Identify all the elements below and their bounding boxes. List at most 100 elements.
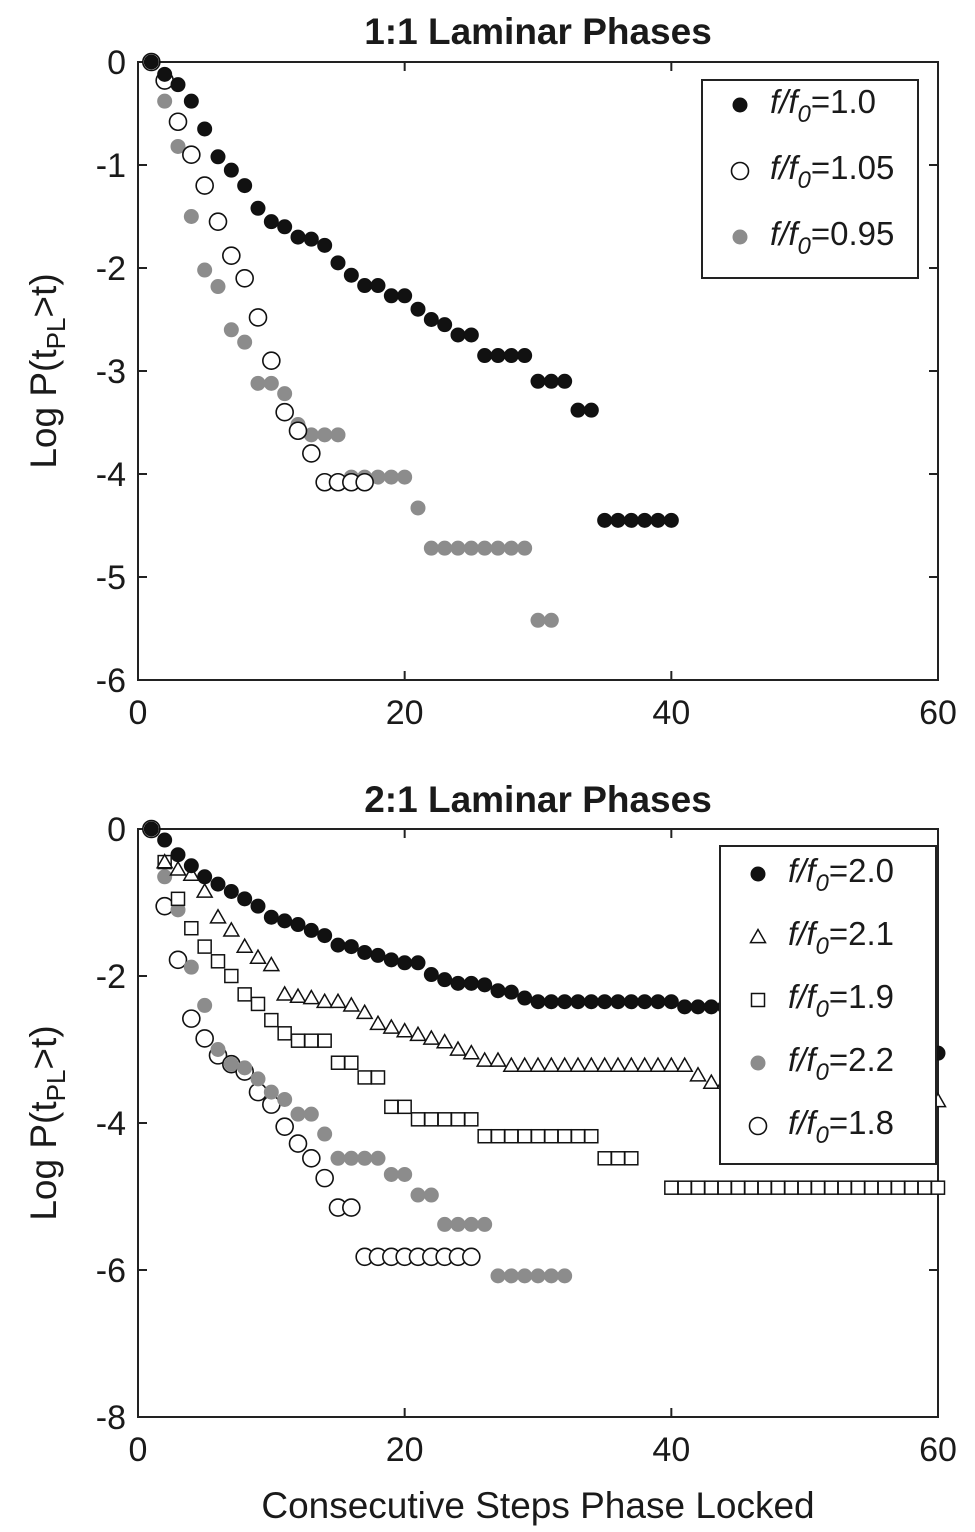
data-point: [610, 512, 626, 528]
data-point: [597, 512, 613, 528]
legend-marker: [749, 927, 767, 944]
data-point: [490, 983, 506, 999]
data-point: [677, 1180, 692, 1195]
data-point: [397, 955, 413, 971]
data-point: [610, 994, 626, 1010]
x-tick-label: 20: [386, 1431, 424, 1469]
data-point: [437, 1216, 453, 1232]
data-point: [223, 162, 239, 178]
data-point: [397, 288, 413, 304]
data-point: [623, 512, 639, 528]
data-point: [489, 1051, 507, 1067]
data-point: [168, 950, 188, 970]
data-point: [330, 1150, 346, 1166]
data-point: [542, 1056, 561, 1073]
legend-label: f/f0=2.2: [788, 1041, 894, 1086]
data-point: [210, 876, 226, 892]
data-point: [463, 1216, 479, 1232]
data-point: [250, 375, 266, 391]
data-point: [515, 1056, 534, 1073]
data-point: [450, 975, 466, 991]
data-point: [302, 989, 321, 1005]
data-point: [744, 1180, 759, 1195]
data-point: [690, 1180, 706, 1195]
data-point: [183, 959, 199, 975]
data-point: [195, 176, 214, 195]
data-point: [424, 1112, 439, 1127]
legend-label: f/f0=1.8: [788, 1104, 894, 1149]
chart-2-1-laminar-phases: 2:1 Laminar Phases 0 20 40 60 0 -2 -4 -6 -8 Log P(…: [23, 779, 957, 1526]
data-point: [223, 883, 239, 899]
data-point: [277, 1091, 293, 1107]
data-point: [543, 994, 559, 1010]
legend-marker: [730, 161, 750, 181]
data-point: [502, 1056, 521, 1073]
data-point: [664, 1180, 679, 1195]
data-point: [623, 994, 639, 1010]
data-point: [423, 967, 439, 983]
y-tick-label: -8: [96, 1399, 126, 1437]
data-point: [663, 994, 679, 1010]
data-point: [209, 908, 227, 924]
data-point: [595, 1056, 614, 1073]
data-point: [263, 214, 279, 230]
data-point: [370, 1070, 386, 1085]
data-point: [197, 121, 213, 137]
data-point: [530, 1268, 546, 1284]
y-tick-label: -6: [96, 1252, 126, 1290]
data-point: [410, 1112, 426, 1127]
legend-label: f/f0=1.0: [770, 83, 876, 128]
x-tick-label: 0: [129, 1431, 148, 1469]
data-point: [649, 1056, 667, 1073]
data-point: [397, 1099, 412, 1115]
data-point: [797, 1180, 812, 1195]
data-point: [503, 348, 519, 364]
series-f-f0-1-9: [157, 854, 946, 1195]
data-point: [315, 1168, 334, 1188]
y-tick-label: -6: [96, 662, 126, 700]
data-point: [517, 990, 533, 1006]
data-point: [288, 421, 308, 441]
legend-item-f-f0-0-95: f/f0=0.95: [732, 215, 894, 260]
data-point: [168, 112, 188, 132]
data-point: [490, 1268, 506, 1284]
data-point: [263, 1084, 279, 1100]
x-tick-label: 60: [919, 694, 957, 732]
data-point: [517, 1128, 532, 1144]
data-point: [170, 847, 186, 863]
data-point: [450, 1216, 466, 1232]
data-point: [437, 317, 453, 333]
data-point: [317, 427, 333, 443]
data-point: [250, 200, 266, 216]
data-point: [583, 402, 599, 418]
data-point: [343, 939, 359, 955]
data-point: [477, 348, 493, 364]
data-point: [170, 77, 186, 93]
data-point: [224, 968, 239, 984]
data-point: [182, 1009, 201, 1028]
data-point: [530, 994, 546, 1010]
data-point: [423, 1187, 439, 1203]
data-point: [250, 898, 266, 914]
data-point: [557, 373, 573, 389]
data-point: [330, 937, 346, 953]
data-point: [237, 178, 253, 194]
data-point: [170, 891, 186, 907]
data-point: [290, 1106, 306, 1122]
data-point: [237, 334, 253, 350]
data-point: [409, 1025, 427, 1042]
data-point: [382, 1018, 401, 1034]
data-point: [450, 327, 466, 343]
legend-marker: [750, 1055, 766, 1071]
data-point: [463, 975, 479, 991]
data-point: [437, 540, 453, 556]
data-point: [569, 1056, 587, 1073]
data-point: [262, 955, 281, 972]
data-point: [157, 93, 173, 109]
data-point: [317, 1126, 333, 1142]
data-point: [210, 279, 226, 295]
data-point: [169, 860, 187, 876]
data-point: [663, 512, 679, 528]
data-point: [555, 1056, 574, 1073]
data-point: [304, 1033, 319, 1048]
